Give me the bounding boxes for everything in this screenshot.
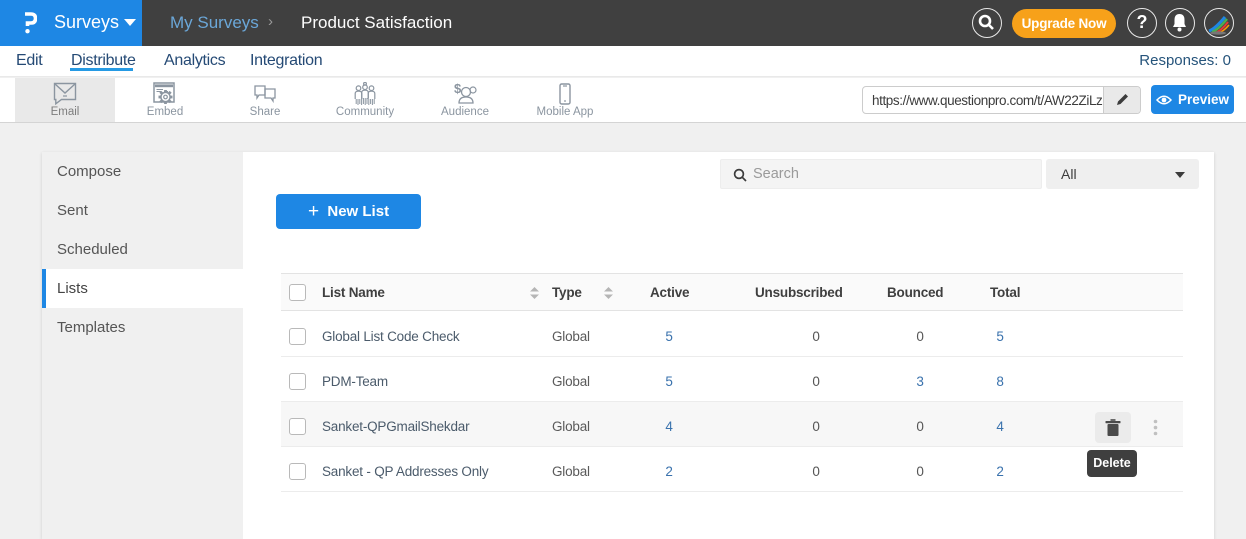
svg-text:$: $ (454, 82, 462, 96)
